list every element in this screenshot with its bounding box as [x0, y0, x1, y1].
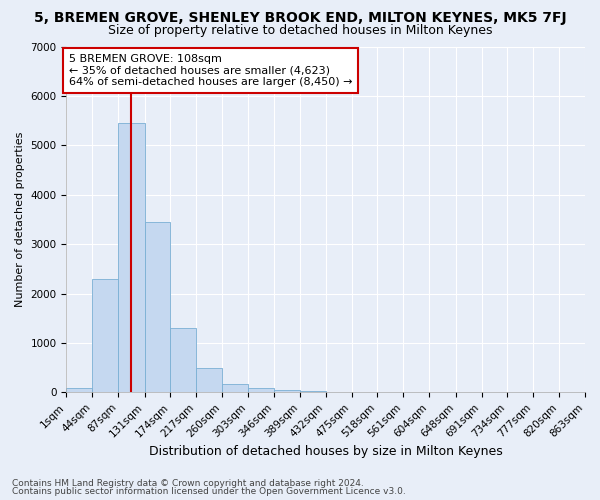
Bar [248, 388, 274, 392]
Bar [67, 388, 92, 392]
Y-axis label: Number of detached properties: Number of detached properties [15, 132, 25, 307]
Bar [170, 328, 196, 392]
Bar [118, 122, 145, 392]
Bar [196, 368, 222, 392]
X-axis label: Distribution of detached houses by size in Milton Keynes: Distribution of detached houses by size … [149, 444, 503, 458]
Text: 5 BREMEN GROVE: 108sqm
← 35% of detached houses are smaller (4,623)
64% of semi-: 5 BREMEN GROVE: 108sqm ← 35% of detached… [69, 54, 352, 87]
Text: Contains public sector information licensed under the Open Government Licence v3: Contains public sector information licen… [12, 487, 406, 496]
Bar [222, 384, 248, 392]
Text: Size of property relative to detached houses in Milton Keynes: Size of property relative to detached ho… [108, 24, 492, 37]
Bar [145, 222, 170, 392]
Bar [274, 390, 300, 392]
Text: Contains HM Land Registry data © Crown copyright and database right 2024.: Contains HM Land Registry data © Crown c… [12, 478, 364, 488]
Bar [92, 279, 118, 392]
Text: 5, BREMEN GROVE, SHENLEY BROOK END, MILTON KEYNES, MK5 7FJ: 5, BREMEN GROVE, SHENLEY BROOK END, MILT… [34, 11, 566, 25]
